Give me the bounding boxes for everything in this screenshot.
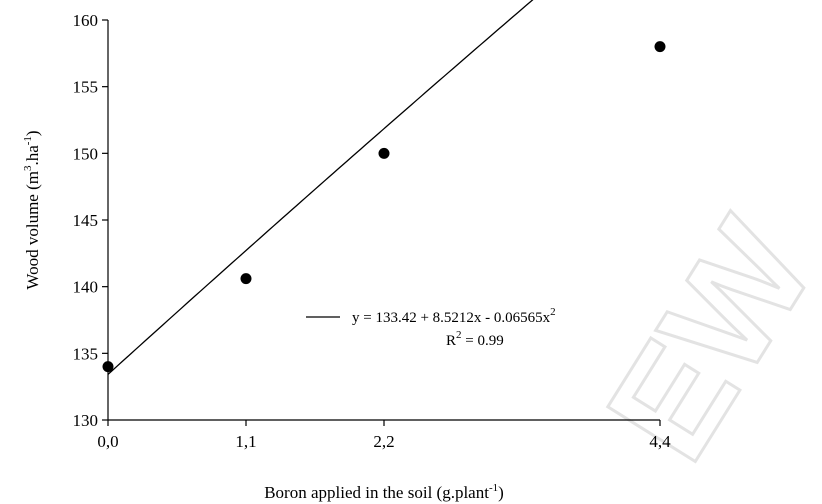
y-tick-label: 155: [73, 78, 99, 97]
x-tick-label: 0,0: [97, 432, 118, 451]
data-points: [102, 41, 666, 373]
y-tick-label: 130: [73, 411, 99, 430]
x-axis-label-sup: -1: [489, 482, 498, 494]
y-tick-label: 145: [73, 211, 99, 230]
y-tick-label: 160: [73, 11, 99, 30]
legend-r2-prefix: R: [446, 333, 456, 349]
legend-r2-sup: 2: [456, 329, 462, 341]
x-ticks: 0,0 1,1 2,2 4,4: [97, 420, 671, 451]
data-point: [654, 41, 666, 53]
y-axis-label-sup2: -1: [22, 136, 34, 145]
x-axis-label: Boron applied in the soil (g.plant-1): [264, 482, 504, 502]
y-axis-label-sup1: 3: [22, 165, 34, 171]
watermark: EW: [575, 193, 822, 487]
legend-equation-main: y = 133.42 + 8.5212x - 0.06565x: [352, 310, 551, 326]
x-tick-label: 2,2: [373, 432, 394, 451]
y-ticks: 130 135 140 145 150 155 160: [73, 11, 108, 430]
y-tick-label: 135: [73, 344, 99, 363]
x-axis-label-end: ): [498, 483, 504, 502]
legend-equation-sup: 2: [550, 306, 556, 318]
y-axis-label-middle: .ha: [23, 145, 42, 166]
legend-r2-suffix: = 0.99: [462, 333, 504, 349]
x-tick-label: 4,4: [649, 432, 671, 451]
legend-r2: R2 = 0.99: [446, 329, 504, 349]
x-tick-label: 1,1: [235, 432, 256, 451]
data-point: [240, 273, 252, 285]
legend: y = 133.42 + 8.5212x - 0.06565x2 R2 = 0.…: [306, 306, 556, 349]
y-axis-label: Wood volume (m3.ha-1): [22, 130, 42, 289]
y-tick-label: 140: [73, 278, 99, 297]
data-point: [102, 361, 114, 373]
x-axis-label-main: Boron applied in the soil (g.plant: [264, 483, 489, 502]
y-axis-label-main: Wood volume (m: [23, 171, 42, 290]
fit-curve: [107, 0, 534, 375]
legend-equation: y = 133.42 + 8.5212x - 0.06565x2: [352, 306, 556, 326]
y-tick-label: 150: [73, 144, 99, 163]
y-axis-label-end: ): [23, 130, 42, 136]
data-point: [378, 147, 390, 159]
